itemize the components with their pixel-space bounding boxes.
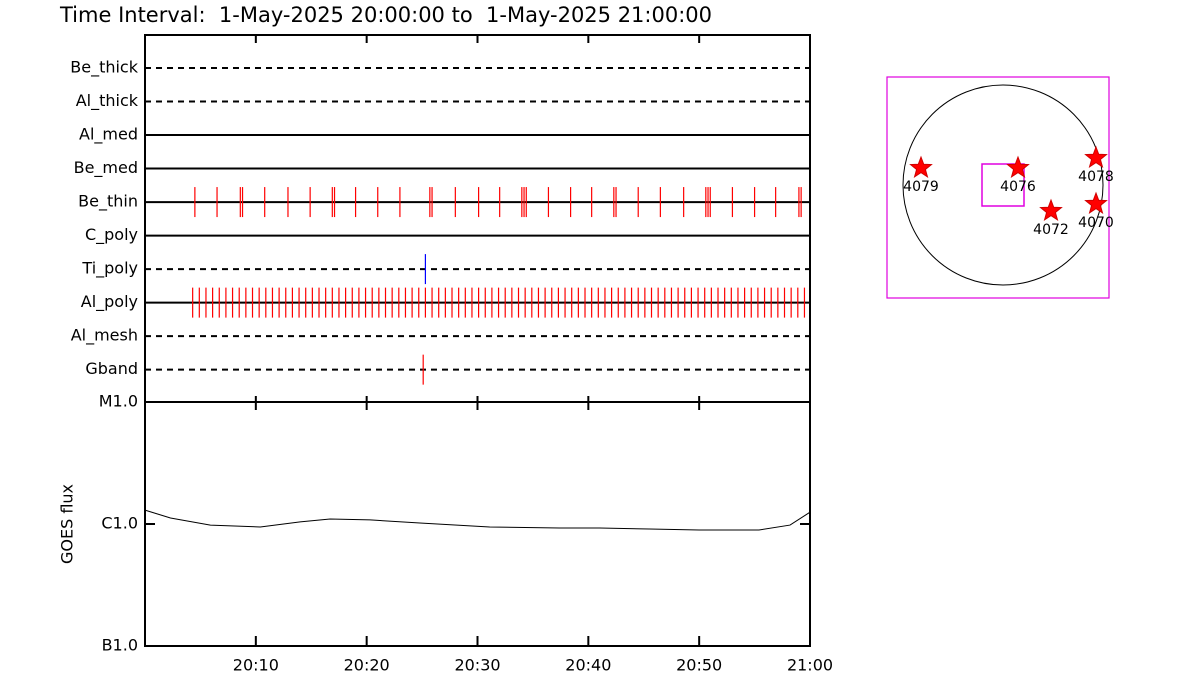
row-label: Gband [85,359,138,378]
row-label: C_poly [85,225,138,245]
region-star [909,155,933,179]
region-label: 4078 [1078,169,1114,185]
y-tick-label: B1.0 [102,636,138,655]
y-tick-label: C1.0 [101,514,138,533]
region-star [1084,145,1108,169]
x-tick-label: 20:30 [454,656,500,675]
region-label: 4072 [1033,222,1069,238]
row-label: Al_mesh [71,326,138,346]
x-tick-label: 21:00 [787,656,833,675]
row-label: Al_thick [76,91,139,111]
title: Time Interval: 1-May-2025 20:00:00 to 1-… [59,3,712,27]
row-label: Be_thin [78,192,138,212]
row-label: Be_med [74,158,138,178]
row-label: Al_poly [81,292,138,312]
region-star [1006,155,1030,179]
map-frame [886,76,1110,299]
goes-curve [144,509,811,531]
row-label: Al_med [79,125,138,145]
region-label: 4076 [1000,179,1036,195]
solar-map [886,76,1110,299]
solar-limb [902,84,1104,286]
x-tick-label: 20:40 [565,656,611,675]
x-tick-label: 20:10 [233,656,279,675]
region-star [1084,191,1108,215]
fov-box [981,163,1025,207]
x-tick-label: 20:50 [676,656,722,675]
y-axis-label: GOES flux [58,484,77,564]
x-tick-label: 20:20 [344,656,390,675]
region-star [1039,198,1063,222]
row-label: Be_thick [70,58,138,78]
region-label: 4070 [1078,215,1114,231]
y-tick-label: M1.0 [99,392,138,411]
row-label: Ti_poly [81,259,138,279]
region-label: 4079 [903,179,939,195]
plot-frame [144,34,811,647]
